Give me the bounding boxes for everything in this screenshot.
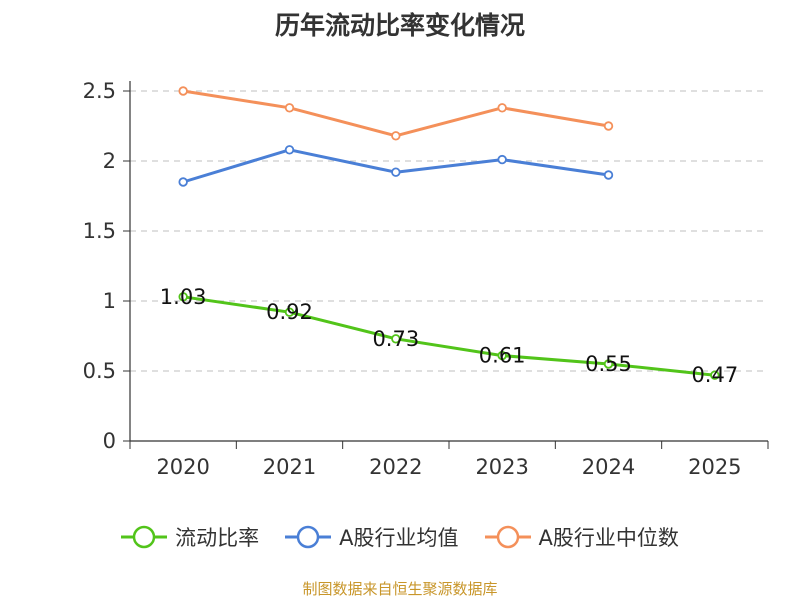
series-line-2 (182, 89, 609, 138)
legend-label: A股行业均值 (339, 526, 459, 550)
y-tick-label: 2 (103, 149, 116, 173)
legend-line-icon (121, 525, 168, 549)
data-point (603, 170, 614, 180)
x-tick-label: 2024 (582, 455, 635, 479)
data-point (284, 103, 295, 113)
data-point (284, 307, 295, 317)
data-label: 0.47 (691, 363, 738, 387)
x-tick-label: 2025 (688, 455, 741, 479)
legend-item[interactable]: 流动比率 (121, 522, 259, 552)
data-label: 0.55 (585, 352, 632, 376)
data-point (391, 334, 401, 344)
data-point (391, 131, 401, 141)
y-tick-label: 0.5 (83, 359, 116, 383)
series-line-0 (182, 295, 715, 377)
data-point (178, 177, 188, 187)
series-lines (178, 86, 720, 380)
x-tick-label: 2023 (475, 455, 528, 479)
data-point (603, 359, 614, 369)
x-tick-label: 2020 (156, 455, 209, 479)
x-tick-label: 2022 (369, 455, 422, 479)
legend-line-icon (484, 525, 531, 549)
y-tick-label: 1 (103, 289, 116, 313)
data-point (710, 370, 720, 380)
y-tick-label: 1.5 (83, 219, 116, 243)
data-label: 0.73 (372, 327, 419, 351)
data-label: 0.92 (266, 300, 313, 324)
data-point (391, 167, 401, 177)
data-point (178, 292, 188, 302)
y-tick-label: 0 (103, 429, 116, 453)
source-note: 制图数据来自恒生聚源数据库 (302, 580, 498, 598)
data-point (603, 121, 614, 131)
y-tick-label: 2.5 (83, 79, 116, 103)
legend-label: A股行业中位数 (538, 526, 679, 550)
legend-label: 流动比率 (175, 526, 260, 550)
legend-item[interactable]: A股行业均值 (285, 522, 459, 552)
data-point (284, 145, 295, 155)
series-line-1 (182, 148, 609, 184)
x-tick-label: 2021 (263, 455, 316, 479)
chart-title: 历年流动比率变化情况 (274, 11, 525, 40)
legend-line-icon (285, 525, 332, 549)
axes: 0 0.5 1 1.5 2 2.5 2020 2021 2022 2023 2024 2025 (83, 79, 769, 479)
data-point (497, 103, 507, 113)
grid-lines (130, 90, 768, 372)
data-label: 1.03 (160, 285, 207, 309)
legend-item[interactable]: A股行业中位数 (484, 522, 679, 552)
data-point (497, 350, 507, 361)
data-point (178, 86, 188, 96)
data-point (497, 154, 507, 165)
data-labels: 1.03 0.92 0.73 0.61 0.55 0.47 (160, 285, 738, 387)
data-label: 0.61 (479, 344, 526, 368)
legend: 流动比率 A股行业均值 A股行业中位数 (0, 520, 800, 554)
